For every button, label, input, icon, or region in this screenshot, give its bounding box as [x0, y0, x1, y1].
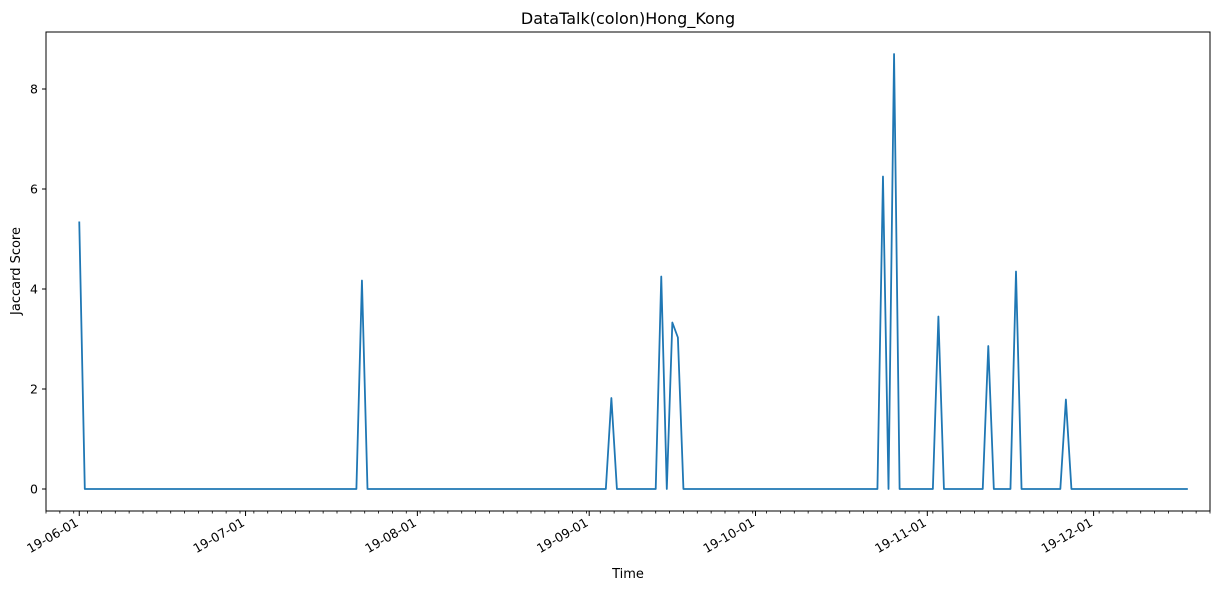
x-tick-label: 19-11-01	[872, 515, 929, 556]
x-axis-label: Time	[611, 567, 644, 582]
x-tick-label: 19-07-01	[190, 515, 247, 556]
y-tick-label: 0	[30, 482, 38, 497]
x-tick-label: 19-12-01	[1038, 515, 1095, 556]
y-tick-label: 2	[30, 382, 38, 397]
x-tick-label: 19-06-01	[24, 515, 81, 556]
x-tick-label: 19-08-01	[362, 515, 419, 556]
y-tick-label: 4	[30, 282, 38, 297]
plot-frame	[45, 31, 1211, 512]
x-tick-label: 19-09-01	[534, 515, 591, 556]
x-tick-label: 19-10-01	[700, 515, 757, 556]
y-tick-label: 6	[30, 182, 38, 197]
y-tick-label: 8	[30, 82, 38, 97]
chart-title: DataTalk(colon)Hong_Kong	[521, 9, 735, 29]
y-axis-label: Jaccard Score	[9, 227, 24, 316]
plot-area	[45, 31, 1211, 512]
x-axis: 19-06-01 19-07-01 19-08-01 19-09-01 19-10-01…	[24, 511, 1211, 556]
series-line-1	[78, 53, 1188, 490]
y-axis: 0 2 4 6 8	[30, 82, 46, 497]
